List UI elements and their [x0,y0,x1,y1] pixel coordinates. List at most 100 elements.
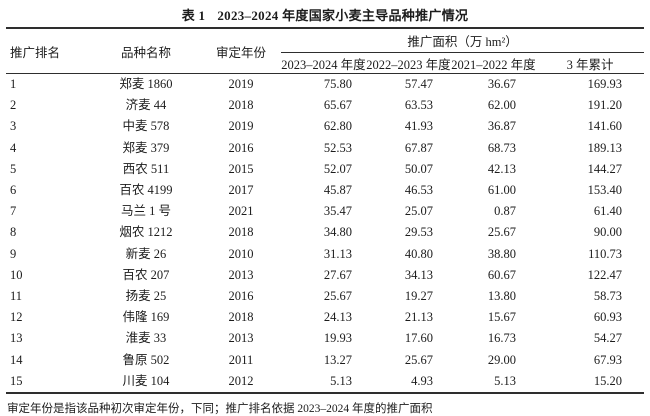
cell-year: 2010 [228,246,254,261]
cell-2021-2022: 36.87 [487,119,516,134]
table-row: 5 西农 511 2015 52.07 50.07 42.13 144.27 [6,159,644,180]
cell-3yr-total: 67.93 [593,352,623,367]
cell-2022-2023: 4.93 [411,373,433,388]
cell-2022-2023: 40.80 [404,246,433,261]
cell-3yr-total: 61.40 [593,204,623,219]
cell-year: 2016 [228,288,254,303]
cell-year: 2013 [228,267,254,282]
cell-2023-2024: 24.13 [323,310,352,325]
cell-3yr-total: 144.27 [587,161,623,176]
cell-2022-2023: 25.67 [404,352,433,367]
cell-2022-2023: 46.53 [404,183,433,198]
cell-rank: 14 [10,352,23,367]
cell-2022-2023: 29.53 [404,225,433,240]
cell-2022-2023: 19.27 [404,288,433,303]
cell-variety: 淮麦 33 [125,331,167,346]
cell-2023-2024: 35.47 [323,204,352,219]
cell-variety: 扬麦 25 [125,288,167,303]
cell-year: 2013 [228,331,254,346]
table-header: 推广排名 品种名称 审定年份 推广面积（万 hm²） 2023–2024 年度 … [6,28,645,74]
table-title-text: 2023–2024 年度国家小麦主导品种推广情况 [217,8,469,23]
cell-2021-2022: 15.67 [487,310,516,325]
table-row: 9 新麦 26 2010 31.13 40.80 38.80 110.73 [6,244,644,265]
cell-variety: 济麦 44 [125,98,167,113]
column-header-2021-2022: 2021–2022 年度 [451,52,536,74]
cell-2023-2024: 52.53 [323,140,352,155]
cell-rank: 11 [10,288,23,303]
cell-2022-2023: 57.47 [404,77,433,92]
cell-2023-2024: 75.80 [323,77,352,92]
cell-year: 2018 [228,310,254,325]
table-row: 14 鲁原 502 2011 13.27 25.67 29.00 67.93 [6,349,644,370]
table-label: 表 1 [181,8,206,23]
cell-2021-2022: 60.67 [487,267,516,282]
cell-rank: 5 [10,161,17,176]
cell-2021-2022: 13.80 [487,288,516,303]
cell-variety: 百农 207 [122,267,170,282]
cell-2022-2023: 21.13 [404,310,433,325]
cell-3yr-total: 110.73 [588,246,623,261]
column-header-3yr-total: 3 年累计 [536,52,645,74]
document-page: 表 1 2023–2024 年度国家小麦主导品种推广情况 推广排名 品种名称 审定… [6,0,645,416]
table-footnote: 审定年份是指该品种初次审定年份，下同；推广排名依据 2023–2024 年度的推… [7,402,433,415]
table-row: 2 济麦 44 2018 65.67 63.53 62.00 191.20 [6,95,644,116]
column-header-area-group: 推广面积（万 hm²） [281,28,645,53]
cell-2021-2022: 61.00 [487,183,516,198]
cell-variety: 郑麦 379 [122,140,170,155]
cell-2022-2023: 41.93 [404,119,433,134]
promotion-table: 推广排名 品种名称 审定年份 推广面积（万 hm²） 2023–2024 年度 … [6,27,645,394]
cell-2023-2024: 5.13 [330,373,352,388]
table-row: 7 马兰 1 号 2021 35.47 25.07 0.87 61.40 [6,201,644,222]
cell-3yr-total: 90.00 [593,225,623,240]
cell-year: 2015 [228,161,254,176]
cell-variety: 烟农 1212 [119,225,173,240]
cell-2021-2022: 25.67 [487,225,516,240]
cell-3yr-total: 15.20 [593,373,623,388]
cell-2022-2023: 17.60 [404,331,433,346]
cell-year: 2019 [228,77,254,92]
table-row: 1 郑麦 1860 2019 75.80 57.47 36.67 169.93 [6,74,644,96]
cell-3yr-total: 60.93 [593,310,623,325]
cell-variety: 马兰 1 号 [120,204,171,219]
cell-3yr-total: 169.93 [587,77,623,92]
table-title: 表 1 2023–2024 年度国家小麦主导品种推广情况 [6,0,644,27]
table-row: 6 百农 4199 2017 45.87 46.53 61.00 153.40 [6,180,644,201]
cell-variety: 中麦 578 [122,119,170,134]
cell-year: 2016 [228,140,254,155]
cell-variety: 川麦 104 [122,373,170,388]
cell-rank: 13 [10,331,23,346]
cell-rank: 10 [10,267,23,282]
cell-2023-2024: 62.80 [323,119,352,134]
cell-2021-2022: 29.00 [487,352,516,367]
cell-rank: 6 [10,183,17,198]
column-header-year: 审定年份 [201,28,281,74]
cell-variety: 百农 4199 [119,183,173,198]
cell-2021-2022: 5.13 [494,373,516,388]
cell-3yr-total: 189.13 [587,140,623,155]
cell-3yr-total: 153.40 [587,183,623,198]
cell-year: 2019 [228,119,254,134]
cell-2022-2023: 34.13 [404,267,433,282]
cell-rank: 3 [10,119,17,134]
cell-year: 2012 [228,373,254,388]
table-row: 8 烟农 1212 2018 34.80 29.53 25.67 90.00 [6,222,644,243]
cell-2023-2024: 27.67 [323,267,352,282]
cell-2021-2022: 38.80 [487,246,516,261]
column-header-2022-2023: 2022–2023 年度 [366,52,451,74]
cell-2022-2023: 25.07 [404,204,433,219]
cell-year: 2021 [228,204,254,219]
cell-variety: 鲁原 502 [122,352,170,367]
table-row: 13 淮麦 33 2013 19.93 17.60 16.73 54.27 [6,328,644,349]
cell-2022-2023: 67.87 [404,140,433,155]
table-row: 3 中麦 578 2019 62.80 41.93 36.87 141.60 [6,116,644,137]
cell-3yr-total: 58.73 [593,288,623,303]
cell-variety: 新麦 26 [125,246,167,261]
cell-2023-2024: 25.67 [323,288,352,303]
cell-2023-2024: 34.80 [323,225,352,240]
table-row: 11 扬麦 25 2016 25.67 19.27 13.80 58.73 [6,286,644,307]
cell-2021-2022: 36.67 [487,77,516,92]
cell-2021-2022: 42.13 [487,161,516,176]
cell-rank: 8 [10,225,17,240]
table-body: 1 郑麦 1860 2019 75.80 57.47 36.67 169.93 … [6,74,644,393]
cell-2023-2024: 13.27 [323,352,352,367]
